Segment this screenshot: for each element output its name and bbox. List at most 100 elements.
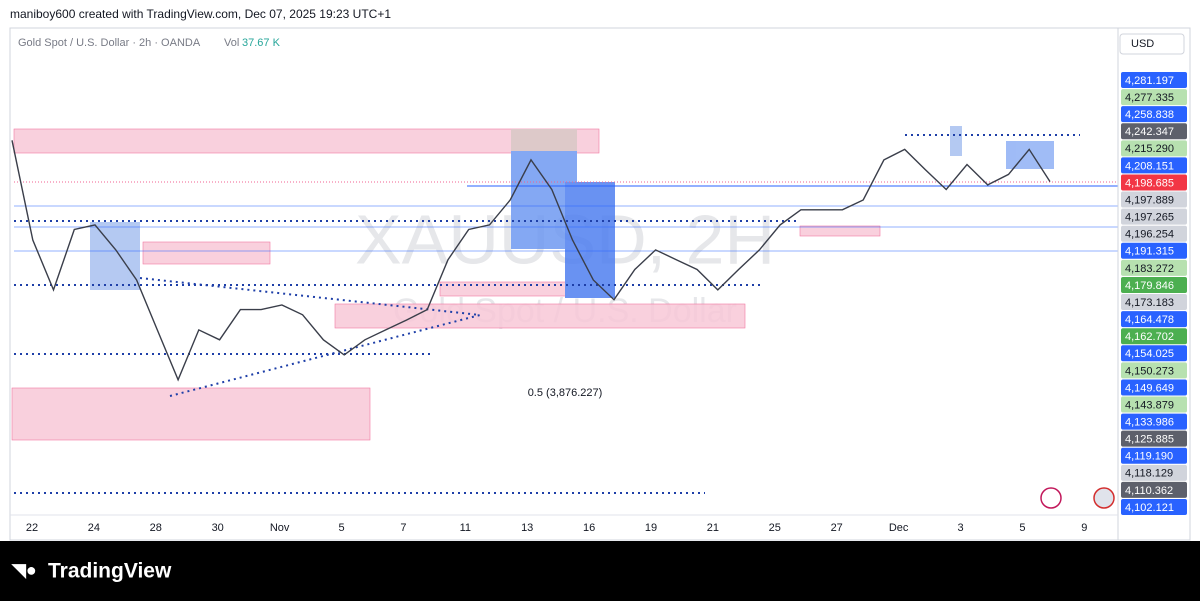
- price-label-box: [1121, 499, 1187, 515]
- currency-button[interactable]: [1119, 33, 1185, 55]
- price-label: 4,119.190: [1125, 451, 1173, 463]
- box: [511, 129, 577, 151]
- date-label: 11: [460, 522, 471, 534]
- price-line: [11, 140, 1051, 382]
- price-label-box: [1121, 362, 1187, 379]
- price-label: 4,143.879: [1125, 399, 1174, 411]
- box: [90, 222, 140, 290]
- price-label-box: [1121, 345, 1187, 362]
- price-label: 4,164.478: [1125, 314, 1174, 326]
- zone: [142, 241, 271, 265]
- brand: TradingView: [48, 560, 172, 583]
- date-label: 3: [957, 522, 963, 534]
- date-labels: 22 24 28 30 Nov 5 7 11 13 16 19 21 25 27 Dec 3 5 9: [26, 522, 1087, 534]
- price-label-box: [1121, 294, 1187, 311]
- caption: maniboy600 created with TradingView.com,…: [10, 7, 391, 21]
- price-label: 4,102.121: [1125, 502, 1174, 514]
- zone: [334, 303, 746, 329]
- date-label: 22: [26, 522, 38, 534]
- price-label: 4,197.265: [1125, 212, 1174, 224]
- levels: [14, 134, 1118, 494]
- footer: [0, 541, 1200, 601]
- price-label-box: [1121, 123, 1187, 140]
- price-label: 4,133.986: [1125, 417, 1174, 429]
- price-label-box: [1121, 430, 1187, 447]
- price-label: 4,198.685: [1125, 177, 1174, 189]
- price-label: 4,197.889: [1125, 194, 1174, 206]
- logo-mark: ◥●: [11, 560, 37, 580]
- zone: [799, 225, 881, 237]
- date-label: 28: [150, 522, 162, 534]
- price-label: 4,173.183: [1125, 297, 1174, 309]
- date-label: 7: [400, 522, 406, 534]
- price-label-box: [1121, 140, 1187, 157]
- date-label: 30: [212, 522, 224, 534]
- date-label: 5: [338, 522, 344, 534]
- price-label: 4,110.362: [1125, 485, 1173, 497]
- price-label: 4,208.151: [1125, 160, 1174, 172]
- price-label: 4,258.838: [1125, 109, 1174, 121]
- price-labels: 4,281.197 4,277.335 4,258.838 4,242.347 4,21…: [1121, 72, 1187, 515]
- price-label-box: [1121, 481, 1187, 498]
- flag-icon[interactable]: [1093, 487, 1115, 509]
- price-label-box: [1121, 242, 1187, 259]
- event-icon[interactable]: [1040, 487, 1062, 509]
- date-label: 9: [1081, 522, 1087, 534]
- date-label: 5: [1019, 522, 1025, 534]
- box: [565, 182, 615, 298]
- date-label: Nov: [270, 522, 290, 534]
- date-label: 13: [521, 522, 533, 534]
- price-label: 4,179.846: [1125, 280, 1174, 292]
- date-label: 21: [707, 522, 719, 534]
- price-label-box: [1121, 328, 1187, 345]
- price-label-box: [1121, 157, 1187, 174]
- price-label: 4,150.273: [1125, 365, 1174, 377]
- zones: [11, 126, 1054, 441]
- date-label: 27: [831, 522, 843, 534]
- price-label: 4,149.649: [1125, 382, 1174, 394]
- date-label: Dec: [889, 522, 909, 534]
- price-label-box: [1121, 106, 1187, 123]
- price-label-box: [1121, 259, 1187, 276]
- price-label-box: [1121, 72, 1187, 88]
- box: [1006, 141, 1054, 169]
- price-label-box: [1121, 311, 1187, 328]
- price-label-box: [1121, 89, 1187, 106]
- zone: [11, 387, 371, 441]
- price-label-box: [1121, 276, 1187, 293]
- zone: [13, 128, 600, 154]
- price-label: 4,154.025: [1125, 348, 1174, 360]
- price-label: 4,281.197: [1125, 75, 1174, 87]
- price-label: 4,196.254: [1125, 229, 1174, 241]
- price-label-box: [1121, 208, 1187, 225]
- volume-label: Vol: [224, 37, 239, 49]
- price-label-box: [1121, 174, 1187, 191]
- price-label-box: [1121, 413, 1187, 430]
- price-label: 4,183.272: [1125, 263, 1174, 275]
- price-label-box: [1121, 396, 1187, 413]
- price-plot: [11, 140, 1051, 382]
- box: [950, 126, 962, 156]
- price-label: 4,215.290: [1125, 143, 1174, 155]
- price-label-box: [1121, 379, 1187, 396]
- price-label: 4,118.129: [1125, 468, 1173, 480]
- zone: [439, 281, 581, 297]
- price-label-box: [1121, 464, 1187, 481]
- price-label: 4,162.702: [1125, 331, 1174, 343]
- symbol-legend: Gold Spot / U.S. Dollar · 2h · OANDA: [18, 37, 201, 49]
- date-label: 25: [769, 522, 781, 534]
- volume-value: 37.67 K: [242, 37, 281, 49]
- fib-annotation: 0.5 (3,876.227): [528, 387, 603, 399]
- price-label: 4,191.315: [1125, 246, 1174, 258]
- currency-label: USD: [1131, 38, 1154, 50]
- price-label-box: [1121, 191, 1187, 208]
- price-label: 4,125.885: [1125, 434, 1174, 446]
- date-label: 16: [583, 522, 595, 534]
- date-label: 19: [645, 522, 657, 534]
- price-label-box: [1121, 447, 1187, 464]
- price-label: 4,242.347: [1125, 126, 1174, 138]
- price-label-box: [1121, 225, 1187, 242]
- date-label: 24: [88, 522, 100, 534]
